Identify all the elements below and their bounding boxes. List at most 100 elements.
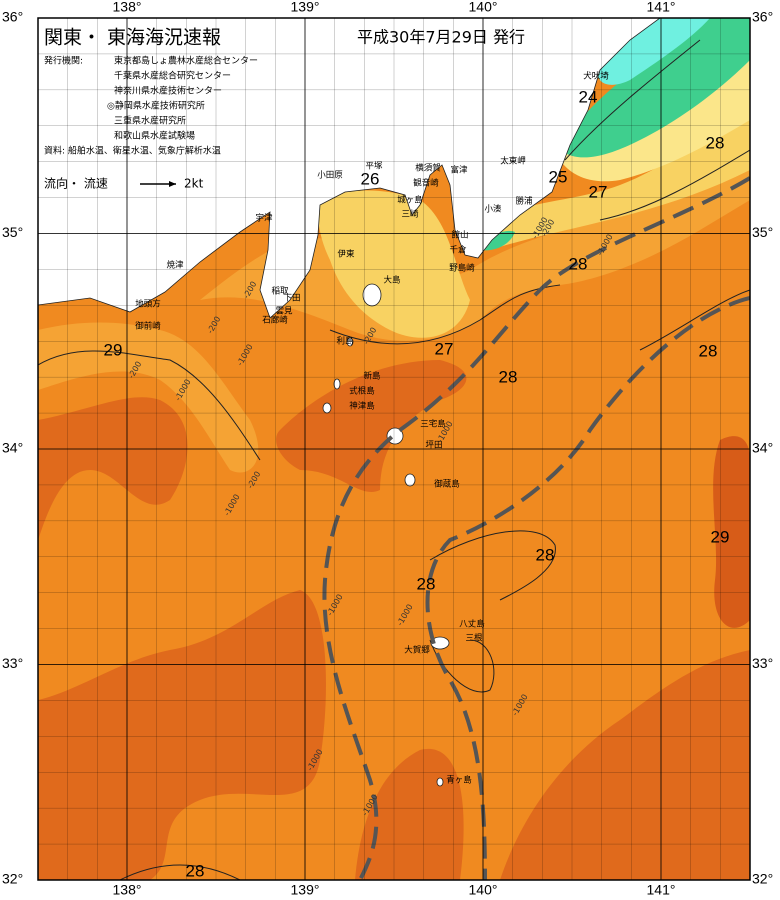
warm-zone xyxy=(38,590,326,880)
x-tick-label: 141° xyxy=(647,0,676,15)
current-axis xyxy=(425,296,750,880)
land xyxy=(38,18,661,319)
x-tick-label: 138° xyxy=(113,0,142,15)
warm-zone xyxy=(276,360,467,493)
isotherm-label: 28 xyxy=(699,341,718,360)
isotherm-label: 29 xyxy=(104,340,123,359)
agency: 千葉県水産総合研究センター xyxy=(114,70,231,82)
place-name: 館山 xyxy=(451,230,468,241)
x-tick-label: 140° xyxy=(469,882,498,898)
place-name: 新島 xyxy=(363,371,381,382)
place-name: 神津島 xyxy=(349,401,375,412)
isotherm xyxy=(639,289,750,351)
warm-zone xyxy=(713,436,750,628)
isotherm-label: 27 xyxy=(589,182,608,201)
place-name: 太東岬 xyxy=(500,156,526,167)
place-name: 下田 xyxy=(283,294,300,304)
isotherm-label: 25 xyxy=(549,167,568,186)
agency: 三重県水産研究所 xyxy=(114,115,186,127)
sea-temperature-field xyxy=(38,18,750,880)
cool-zone xyxy=(490,110,750,250)
data-source: 資料: 船舶水温、衛星水温、気象庁解析水温 xyxy=(44,145,221,157)
cool-zone xyxy=(318,190,470,338)
isotherm xyxy=(429,530,556,601)
warm-zone xyxy=(500,650,750,880)
place-name: 八丈島 xyxy=(459,619,485,630)
y-tick-label: 34° xyxy=(752,440,773,456)
isotherm-label: 29 xyxy=(711,527,730,546)
legend-arrow-head xyxy=(169,181,176,187)
islands xyxy=(322,283,450,787)
y-tick-label: 33° xyxy=(752,655,773,671)
agency: 神奈川県水産技術センター xyxy=(114,85,222,97)
place-name: 三宅島 xyxy=(420,419,446,430)
place-name: 宇津 xyxy=(255,213,273,224)
y-tick-label: 35° xyxy=(2,224,23,240)
place-name: 利島 xyxy=(336,336,354,347)
place-name: 大島 xyxy=(383,275,401,286)
warm-zone xyxy=(355,748,464,880)
place-name: 小湊 xyxy=(484,204,502,215)
island xyxy=(346,337,354,347)
place-name: 青ヶ島 xyxy=(446,775,472,786)
place-name: 御蔵島 xyxy=(434,479,460,490)
cold-zone xyxy=(480,230,515,251)
place-name: 坪田 xyxy=(425,441,442,451)
isotherm-label: 28 xyxy=(186,861,205,880)
place-name: 勝浦 xyxy=(515,196,533,207)
grid xyxy=(38,18,750,880)
warm-zone xyxy=(38,397,188,540)
place-name: 三根 xyxy=(465,633,483,644)
island xyxy=(404,473,416,487)
y-tick-label: 33° xyxy=(2,655,23,671)
title: 関東・ 東海海況速報 xyxy=(44,27,221,49)
cool-zone xyxy=(200,160,750,341)
place-name: 野島崎 xyxy=(449,263,475,274)
issue-date: 平成30年7月29日 発行 xyxy=(357,28,525,47)
place-name: 大賀郷 xyxy=(404,645,430,656)
y-tick-label: 35° xyxy=(752,224,773,240)
isotherm xyxy=(564,39,701,161)
y-tick-label: 32° xyxy=(2,871,23,887)
isotherm-label: 28 xyxy=(706,133,725,152)
place-name: 千倉 xyxy=(449,245,467,256)
x-tick-label: 138° xyxy=(113,882,142,898)
place-name: 雲見 xyxy=(275,307,293,317)
place-name: 地頭方 xyxy=(135,299,161,310)
agency: 和歌山県水産試験場 xyxy=(114,130,195,142)
place-name: 三崎 xyxy=(401,209,419,220)
cold-zone xyxy=(560,18,750,158)
x-tick-label: 140° xyxy=(469,0,498,15)
island xyxy=(333,378,341,390)
x-tick-label: 139° xyxy=(291,882,320,898)
isotherm xyxy=(599,149,750,221)
agency-heading: 発行機関: xyxy=(44,55,83,67)
isotherm-label: 26 xyxy=(361,169,380,188)
isotherm-label: 24 xyxy=(579,87,598,106)
isotherm-label: 28 xyxy=(417,574,436,593)
x-tick-label: 139° xyxy=(291,0,320,15)
agency: 東京都島しょ農林水産総合センター xyxy=(114,55,258,67)
place-name: 小田原 xyxy=(317,170,343,181)
place-name: 平塚 xyxy=(365,162,383,172)
place-name: 稲取 xyxy=(271,286,289,297)
island xyxy=(322,402,332,414)
y-tick-label: 32° xyxy=(752,871,773,887)
isotherm xyxy=(38,350,261,461)
place-name: 横須賀 xyxy=(415,163,441,174)
current-axis xyxy=(322,176,750,880)
place-name: 城ヶ島 xyxy=(397,195,423,206)
cool-zone xyxy=(38,322,259,473)
isotherm-label: 28 xyxy=(536,545,555,564)
place-name: 観音崎 xyxy=(413,178,439,189)
place-name: 富津 xyxy=(450,165,468,176)
kuroshio-axis xyxy=(322,176,750,880)
frame xyxy=(37,17,751,881)
y-tick-label: 36° xyxy=(2,9,23,25)
isotherm-label: 28 xyxy=(499,367,518,386)
place-name: 焼津 xyxy=(166,260,184,271)
legend-speed: 2kt xyxy=(184,177,204,191)
place-name: 犬吠埼 xyxy=(583,71,609,82)
